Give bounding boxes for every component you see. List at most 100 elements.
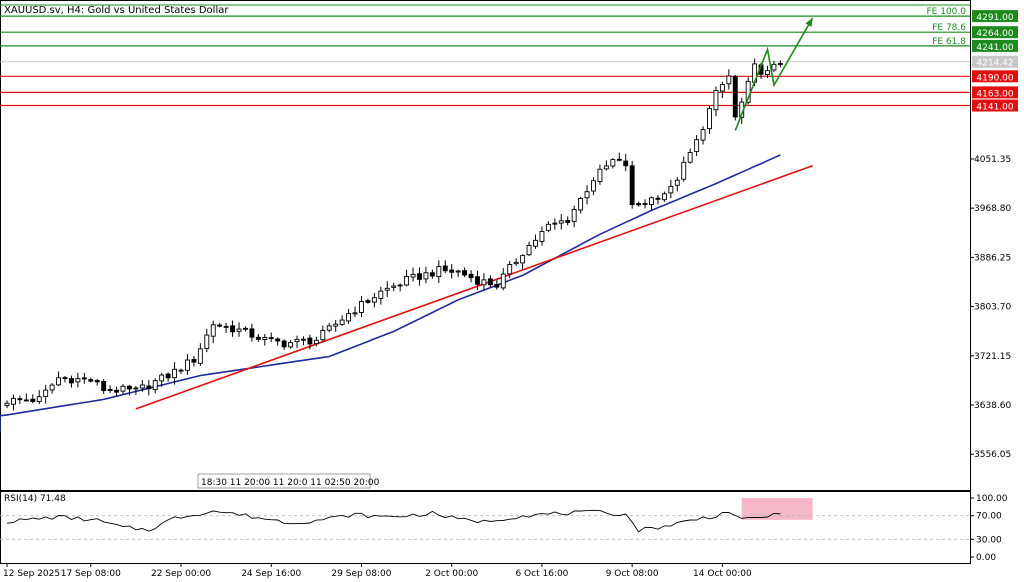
candle [713,86,719,117]
candle-body-bear [94,380,100,383]
candle [339,315,345,326]
candle-body-bull [777,63,783,65]
candle [513,258,519,266]
resistance-price-tag [972,26,1018,39]
candle [288,340,294,350]
candle [384,281,390,297]
current-price-tag [972,55,1018,68]
candle [49,383,55,394]
time-tick-label: 6 Oct 16:00 [515,569,568,579]
candle-body-bear [178,369,184,372]
price-chart[interactable]: FE 100.0 FE 78.6 FE 61.8 [0,4,970,432]
rsi-tick-label: 100.00 [976,494,1008,504]
time-tick-label: 14 Oct 00:00 [693,569,752,579]
candle [94,378,100,386]
candle-body-bull [707,108,712,130]
candle [159,372,165,387]
candle [487,275,493,288]
candle-body-bear [565,219,571,223]
candle-body-bear [101,381,107,392]
candle-body-bull [649,197,654,206]
candle-body-bull [236,328,242,332]
candle [429,269,435,279]
candle [56,371,62,387]
candle [210,320,216,344]
candle-body-bear [655,197,661,200]
rsi-title: RSI(14) 71.48 [4,494,66,504]
candle-body-bull [75,378,81,383]
candle-body-bull [352,312,358,315]
candle [649,196,654,211]
price-tick-label: 3556.05 [974,450,1011,460]
candle [578,196,584,214]
candle [352,306,358,317]
candle [552,218,558,230]
candle-body-bear [17,398,23,401]
candle [262,334,268,346]
candle-body-bull [197,348,203,364]
candle [197,343,203,366]
rsi-chart[interactable]: 100.00 70.00 30.00 0.00 [0,494,1008,563]
candle [249,323,255,342]
candle [616,152,622,162]
candle [597,164,603,185]
candle [539,226,545,246]
candle-body-bull [642,202,648,205]
time-tick-label: 12 Sep 2025 [3,569,60,579]
resistance-price-tag [972,39,1018,52]
candle-body-bull [262,336,268,341]
candle-body-bull [597,168,603,183]
support-price-tag [972,70,1018,83]
candle-body-bull [397,284,403,287]
time-tick-label: 29 Sep 08:00 [331,569,391,579]
candle [681,156,687,182]
candle-body-bull [681,161,687,180]
candle-body-bear [636,203,642,206]
candle [700,126,706,145]
candle-body-bear [462,270,468,276]
candle-body-bear [255,336,261,340]
candle-body-bull [591,180,596,192]
candle [114,386,120,397]
candle [217,322,223,328]
candle [178,368,184,375]
candle [101,379,107,394]
candle-body-bear [442,265,448,272]
candle [726,69,732,90]
candle [120,384,126,395]
support-price-label: 4190.00 [976,73,1013,83]
candle [533,234,538,249]
candle-body-bear [107,389,113,391]
resistance-price-label: 4264.00 [976,29,1013,39]
candle-body-bull [578,197,584,211]
candle [397,283,403,292]
current-price-label: 4214.42 [976,59,1013,69]
candle [320,325,326,343]
candle [661,191,667,202]
candle-body-bull [301,338,306,341]
rsi-tick-label: 0.00 [976,553,996,563]
support-price-tag [972,99,1018,112]
candle-body-bear [146,385,152,390]
candle [719,81,725,98]
candle-body-bull [36,396,42,402]
candle [449,264,455,279]
candle-body-bear [365,300,371,303]
candle-body-bear [165,373,171,379]
candle [494,279,500,290]
candle [236,322,242,337]
candle [165,372,171,382]
candle [642,199,648,209]
candle-body-bear [487,278,493,286]
candle [223,322,229,334]
candle-body-bull [552,222,558,225]
candle [127,384,132,396]
candle-body-bear [275,338,281,342]
candle [475,270,480,290]
candle-body-bull [10,397,16,405]
candle [771,60,777,73]
candle [732,75,738,121]
candle [423,266,429,284]
candle-body-bull [210,324,216,337]
candle-body-bull [133,387,139,390]
